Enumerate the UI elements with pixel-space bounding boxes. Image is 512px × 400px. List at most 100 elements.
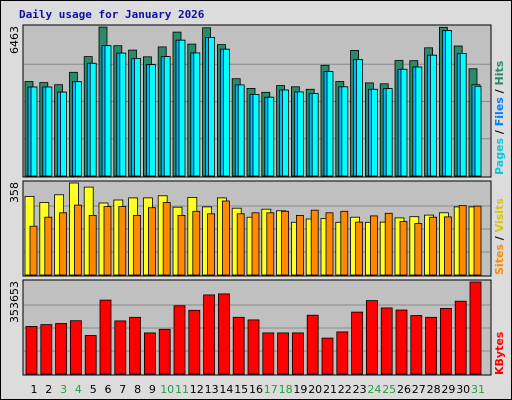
hits-axis-max: 6463 <box>8 26 21 54</box>
day-label: 11 <box>175 383 189 396</box>
day-label: 24 <box>367 383 381 396</box>
sites-bar <box>295 214 304 276</box>
day-label: 28 <box>427 383 441 396</box>
pages-bar <box>326 71 334 177</box>
day-labels: 1 2 3 4 5 6 7 8 9 10 11 12 13 14 15 16 17 18 19 20 21 22 23 24 2… <box>31 383 486 396</box>
pages-bar <box>89 62 97 177</box>
legend-kbytes-panel: KBytes <box>493 331 506 375</box>
kbytes-bar <box>99 299 112 375</box>
sites-bar <box>29 225 38 276</box>
sites-bar <box>266 212 275 276</box>
day-label: 21 <box>323 383 337 396</box>
sites-bar <box>399 221 408 276</box>
day-label: 29 <box>441 383 455 396</box>
kbytes-bar <box>158 328 171 375</box>
kbytes-bar <box>143 332 156 375</box>
pages-bar <box>252 94 260 177</box>
day-label: 13 <box>205 383 219 396</box>
sites-bar <box>355 221 364 276</box>
kbytes-axis-max: 353653 <box>8 281 21 323</box>
day-label: 16 <box>249 383 263 396</box>
pages-bar <box>75 81 82 177</box>
legend-visits-panel: Sites / Visits <box>493 198 506 275</box>
day-label: 19 <box>293 383 307 396</box>
day-label: 8 <box>134 383 141 396</box>
sites-bar <box>325 212 334 276</box>
kbytes-bar <box>84 335 97 375</box>
kbytes-bar <box>321 337 334 375</box>
kbytes-bar <box>306 314 319 375</box>
sites-bar <box>162 202 171 276</box>
sites-bar <box>207 213 216 276</box>
day-label: 12 <box>190 383 204 396</box>
kbytes-bar <box>336 331 349 375</box>
pages-bar <box>282 89 290 177</box>
day-label: 23 <box>353 383 367 396</box>
legend-hits: Hits <box>493 60 506 85</box>
pages-bar <box>104 45 112 177</box>
sites-bar <box>103 206 112 276</box>
day-label: 31 <box>471 383 485 396</box>
day-label: 3 <box>60 383 67 396</box>
sites-bar <box>74 204 82 276</box>
pages-bar <box>208 37 216 177</box>
pages-bar <box>400 68 408 177</box>
pages-bar <box>237 84 245 177</box>
sites-bar <box>177 214 186 276</box>
sites-bar <box>369 215 378 276</box>
kbytes-bar <box>425 316 438 375</box>
kbytes-bar <box>173 305 186 375</box>
day-label: 27 <box>412 383 426 396</box>
kbytes-bar <box>410 315 423 375</box>
legend-hits-panel: Pages / Files / Hits <box>493 60 506 175</box>
sites-bar <box>458 205 467 276</box>
day-label: 9 <box>149 383 156 396</box>
sites-bar <box>59 212 67 276</box>
kbytes-bar <box>277 332 290 375</box>
kbytes-bar <box>232 316 245 375</box>
kbytes-bar <box>114 320 127 375</box>
pages-bar <box>267 96 275 177</box>
legend-visits: Visits <box>493 198 506 233</box>
pages-bar <box>341 86 349 177</box>
day-label: 4 <box>75 383 82 396</box>
legend-sep: / <box>493 85 506 97</box>
legend-kbytes: KBytes <box>493 331 506 375</box>
pages-bar <box>459 53 467 177</box>
sites-bar <box>310 209 319 276</box>
kbytes-bar <box>188 309 201 375</box>
day-label: 7 <box>119 383 126 396</box>
sites-bar <box>44 216 53 276</box>
kbytes-bar <box>40 324 53 375</box>
sites-bar <box>236 213 245 276</box>
sites-bar <box>192 210 201 276</box>
sites-bar <box>221 200 230 276</box>
kbytes-bar <box>351 311 364 375</box>
sites-bar <box>429 216 438 276</box>
kbytes-bar <box>469 281 482 375</box>
kbytes-bar <box>454 300 467 375</box>
pages-bar <box>134 58 142 177</box>
pages-bar <box>296 91 304 177</box>
kbytes-bar <box>55 323 67 375</box>
kbytes-bar <box>217 293 230 375</box>
kbytes-bar <box>247 319 260 375</box>
day-label: 25 <box>382 383 396 396</box>
pages-bar <box>178 39 186 177</box>
sites-bar <box>147 207 156 276</box>
pages-bar <box>430 54 438 177</box>
sites-bar <box>281 210 290 276</box>
kbytes-bar <box>262 332 275 375</box>
day-label: 20 <box>308 383 322 396</box>
day-label: 18 <box>279 383 293 396</box>
day-label: 5 <box>90 383 97 396</box>
legend-sep: / <box>493 126 506 138</box>
sites-bar <box>340 210 349 276</box>
legend-pages: Pages <box>493 137 506 175</box>
legend-sites: Sites <box>493 244 506 275</box>
day-label: 10 <box>160 383 174 396</box>
pages-bar <box>356 59 364 177</box>
pages-bar <box>311 93 319 177</box>
pages-bar <box>385 88 393 177</box>
kbytes-bar <box>365 300 378 375</box>
